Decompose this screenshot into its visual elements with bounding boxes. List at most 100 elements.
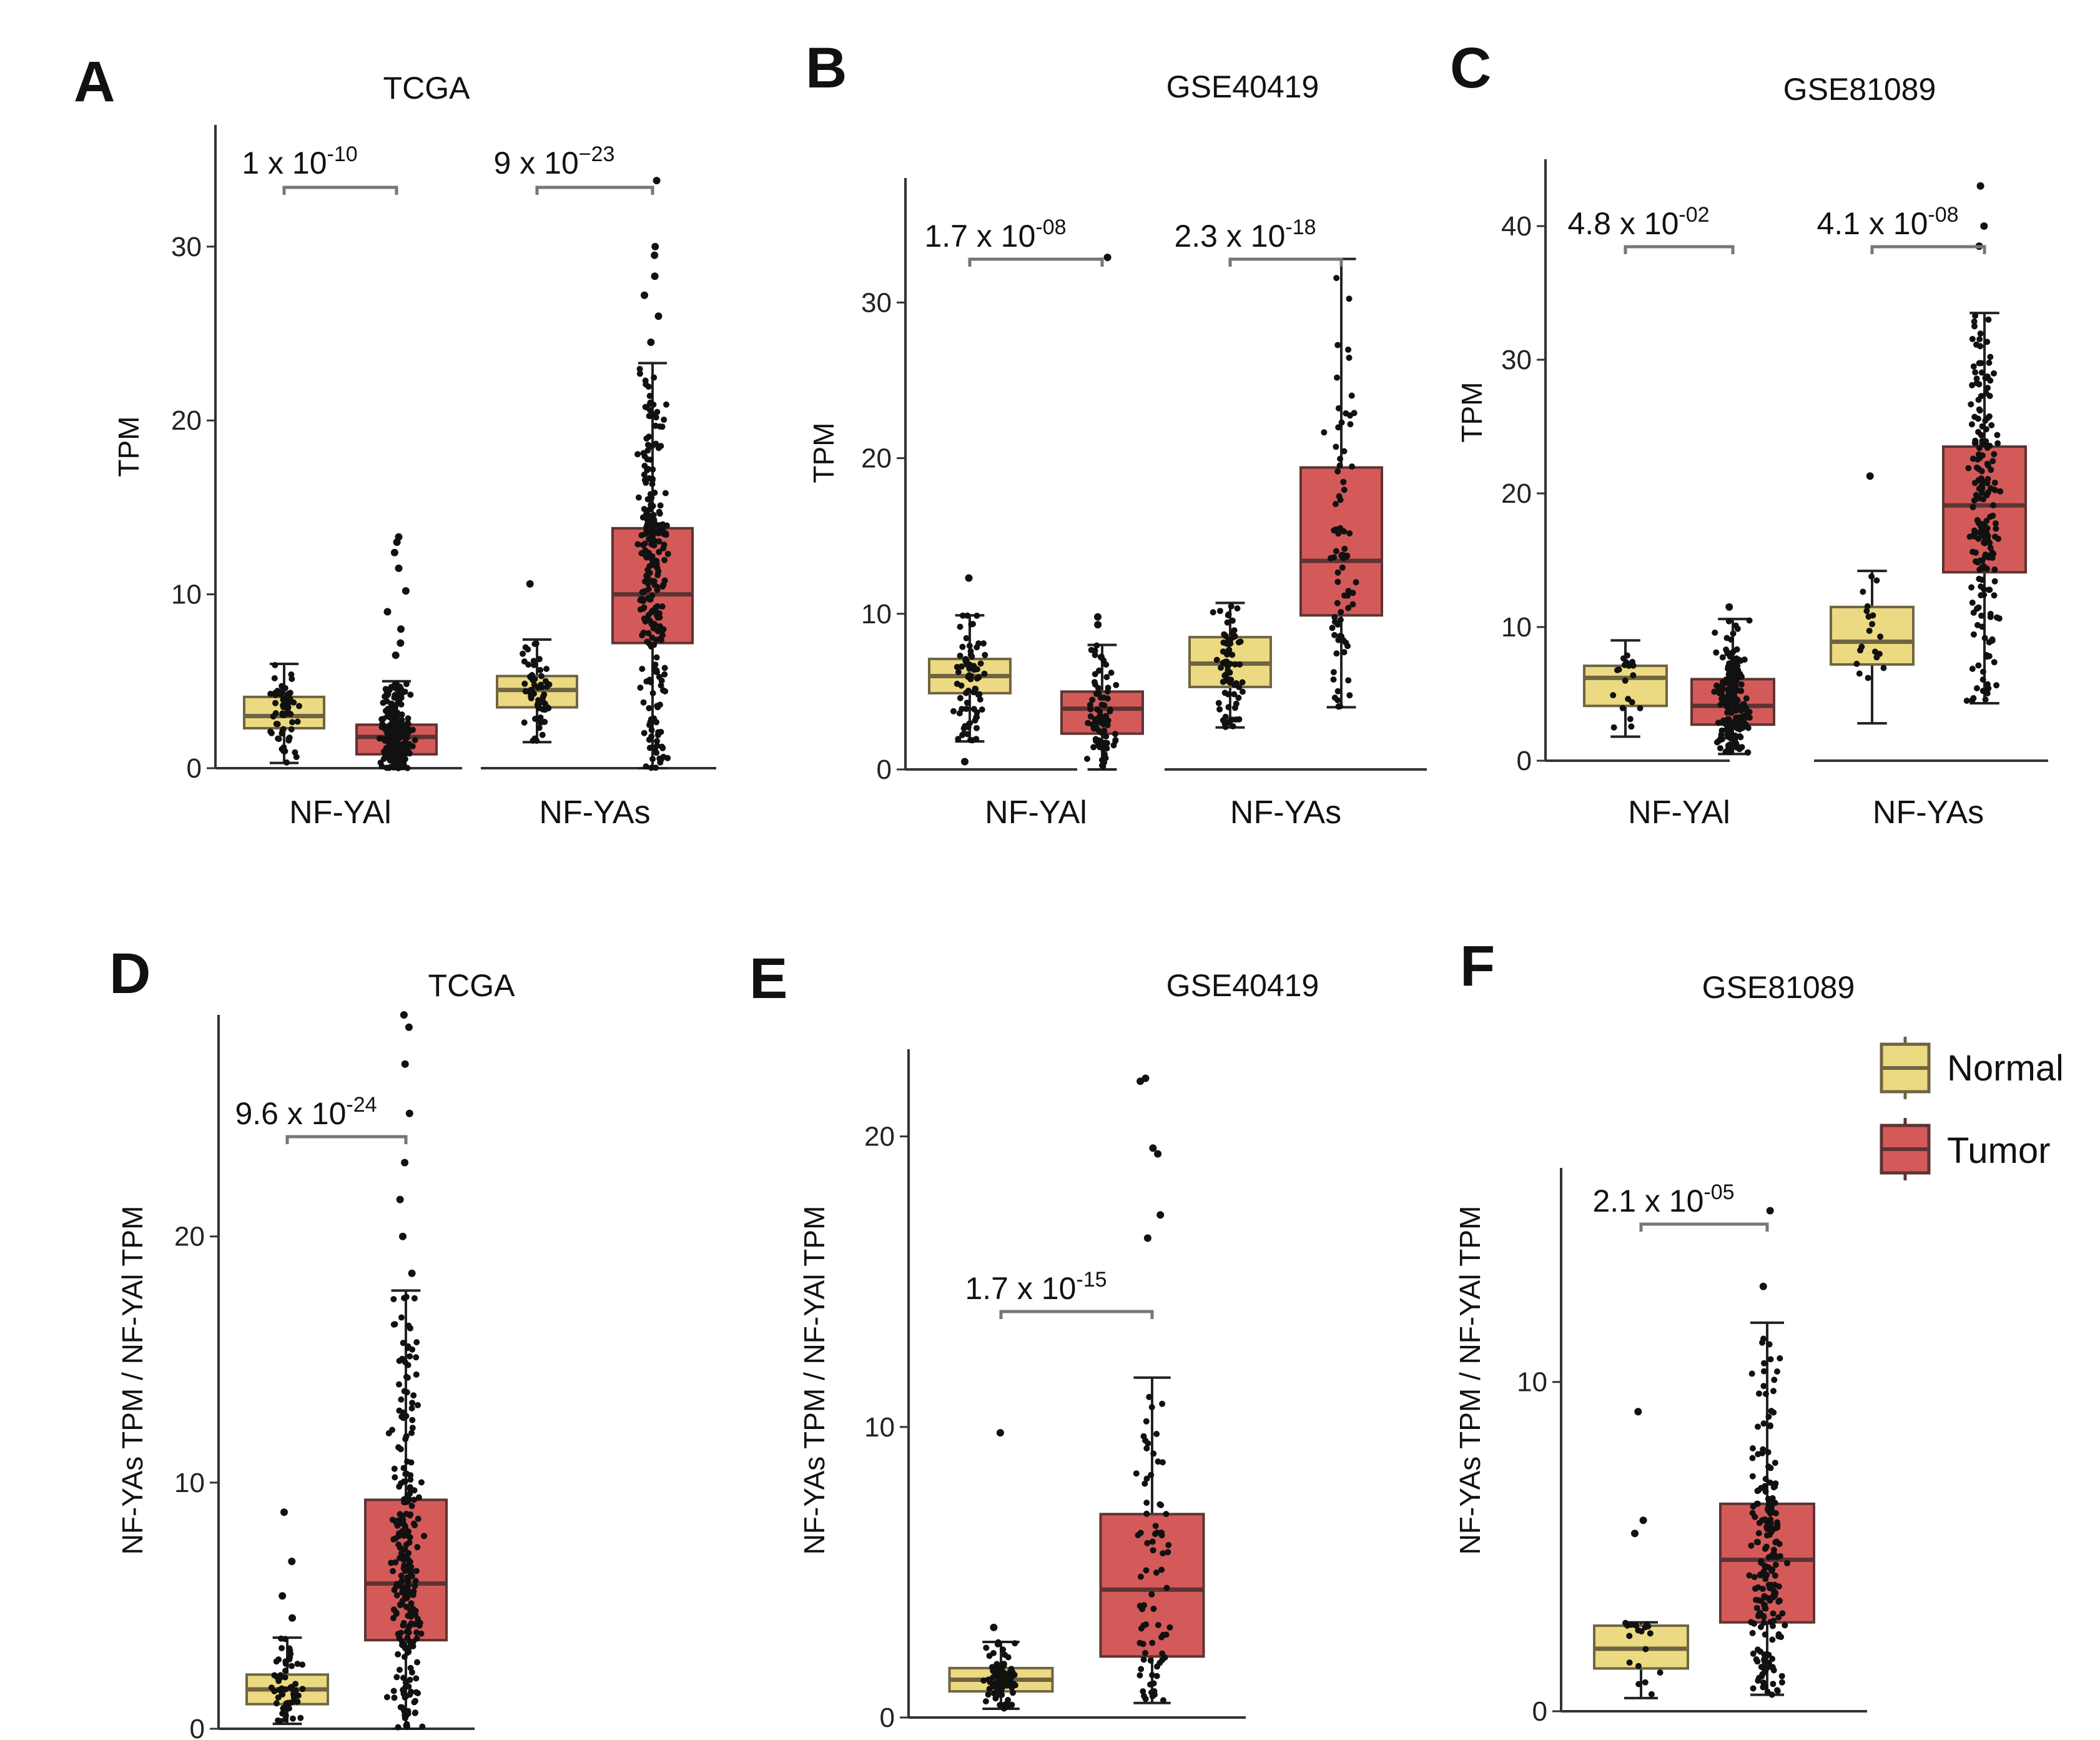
- data-point: [415, 1616, 421, 1623]
- y-tick-label: 0: [1517, 746, 1532, 776]
- outlier-point: [408, 1269, 416, 1277]
- tumor-box: [1299, 257, 1383, 710]
- data-point: [1337, 616, 1344, 623]
- data-point: [1628, 723, 1635, 730]
- data-point: [390, 1536, 397, 1543]
- data-point: [1112, 738, 1119, 744]
- data-point: [282, 685, 288, 691]
- pvalue-label: 9.6 x 10-24: [235, 1093, 377, 1131]
- data-point: [646, 536, 653, 543]
- data-point: [272, 662, 279, 668]
- data-point: [643, 678, 650, 685]
- data-point: [651, 578, 658, 585]
- data-point: [410, 1591, 417, 1598]
- data-point: [1991, 487, 1998, 493]
- data-point: [659, 687, 666, 694]
- data-point: [640, 630, 647, 636]
- data-point: [294, 1661, 301, 1668]
- data-point: [1963, 698, 1970, 704]
- data-point: [1766, 1341, 1773, 1348]
- data-point: [399, 1513, 406, 1520]
- data-point: [403, 1389, 410, 1396]
- data-point: [419, 1723, 426, 1730]
- y-tick-label: 30: [861, 287, 892, 318]
- data-point: [1220, 648, 1226, 655]
- outlier-point: [651, 272, 659, 280]
- outlier-point: [1866, 472, 1874, 480]
- data-point: [1231, 661, 1238, 668]
- data-point: [402, 1546, 408, 1553]
- data-point: [1236, 661, 1243, 668]
- data-point: [649, 635, 656, 641]
- data-point: [1762, 1631, 1768, 1638]
- data-point: [1166, 1624, 1173, 1631]
- data-point: [1771, 1591, 1778, 1598]
- data-point: [1979, 676, 1986, 683]
- data-point: [282, 1674, 288, 1681]
- data-point: [273, 1700, 280, 1707]
- data-point: [408, 1430, 415, 1436]
- data-point: [648, 556, 655, 563]
- data-point: [1755, 1423, 1761, 1430]
- data-point: [970, 621, 976, 628]
- data-point: [1143, 1567, 1150, 1574]
- data-point: [1755, 1451, 1762, 1458]
- data-point: [650, 541, 656, 547]
- data-point: [418, 1479, 425, 1486]
- data-point: [401, 1533, 408, 1539]
- data-point: [1615, 666, 1622, 673]
- data-point: [395, 749, 402, 756]
- data-point: [413, 1339, 420, 1346]
- data-point: [1334, 569, 1341, 576]
- data-point: [1774, 1519, 1780, 1526]
- data-point: [1981, 635, 1988, 641]
- data-point: [1338, 552, 1345, 559]
- data-point: [1224, 619, 1231, 626]
- data-point: [288, 726, 295, 733]
- data-point: [1012, 1640, 1018, 1647]
- data-point: [957, 653, 964, 659]
- y-tick-label: 30: [1501, 345, 1532, 375]
- data-point: [963, 706, 970, 712]
- data-point: [1779, 1610, 1786, 1617]
- data-point: [538, 673, 545, 680]
- data-point: [1969, 504, 1976, 510]
- data-point: [965, 661, 972, 668]
- data-point: [1151, 1688, 1158, 1694]
- data-point: [1988, 422, 1995, 428]
- data-point: [406, 1533, 412, 1540]
- pvalue-bracket: 1.7 x 10-15: [965, 1268, 1154, 1319]
- data-point: [1610, 692, 1617, 699]
- data-point: [637, 685, 644, 691]
- data-point: [408, 1600, 415, 1607]
- panel-b: B GSE40419 0 10 20 30 TPM NF-YAl 1.7 x 10-08 NF-Y…: [806, 36, 1427, 831]
- data-point: [395, 725, 402, 732]
- data-point: [958, 682, 965, 689]
- data-point: [1987, 613, 1994, 620]
- data-point: [1610, 724, 1617, 731]
- data-point: [1334, 621, 1341, 628]
- tumor-box: [1690, 603, 1775, 756]
- y-tick-label: 10: [1501, 612, 1532, 643]
- panel-e: E GSE40419 0 10 20 NF-YAs TPM / NF-YAl TPM 1.7…: [749, 947, 1319, 1733]
- data-point: [1970, 695, 1977, 701]
- data-point: [277, 691, 284, 698]
- data-point: [288, 1684, 295, 1690]
- panel-letter: D: [109, 942, 150, 1006]
- data-point: [1103, 661, 1110, 668]
- data-point: [1767, 1356, 1774, 1363]
- data-point: [1335, 703, 1342, 710]
- data-point: [1113, 681, 1120, 688]
- data-point: [1970, 363, 1977, 370]
- data-point: [405, 1322, 412, 1329]
- pvalue-bracket: 1 x 10-10: [242, 142, 398, 195]
- data-point: [1333, 548, 1339, 555]
- data-point: [1101, 702, 1108, 709]
- data-point: [397, 1666, 403, 1673]
- data-point: [415, 1401, 421, 1408]
- data-point: [1984, 690, 1991, 697]
- data-point: [403, 681, 410, 688]
- data-point: [1346, 354, 1353, 361]
- data-point: [1720, 717, 1727, 724]
- panel-letter: F: [1460, 934, 1495, 998]
